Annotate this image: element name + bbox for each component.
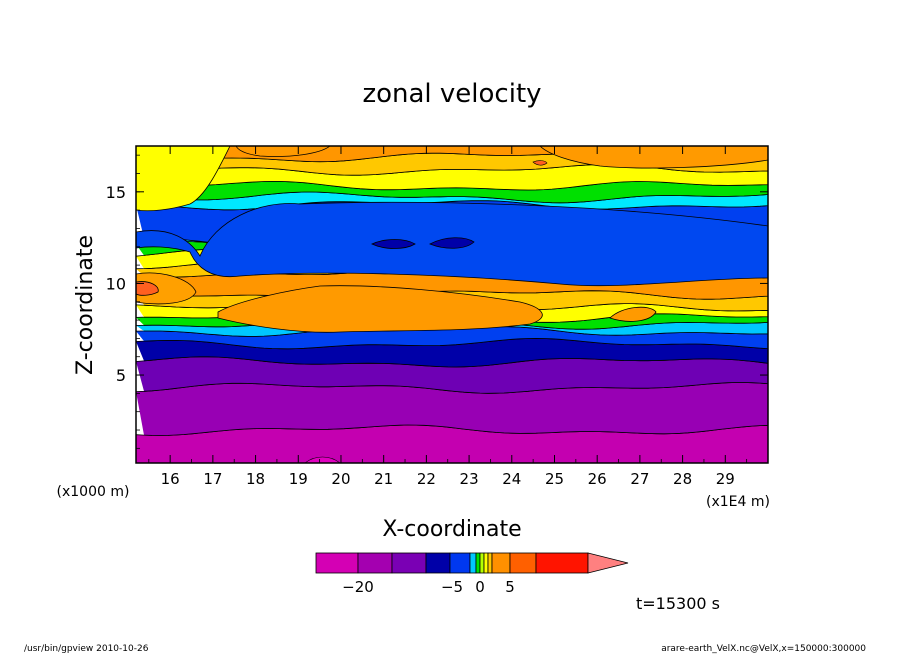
colorbar-segment	[425, 552, 451, 574]
colorbar	[315, 552, 629, 574]
y-tick-label: 10	[106, 274, 126, 293]
x-tick-label: 16	[161, 470, 180, 488]
colorbar-segment	[491, 552, 511, 574]
dark-blue-spot-1	[371, 239, 416, 249]
colorbar-tick-label: −20	[342, 578, 374, 596]
orange-patch-left	[136, 272, 197, 305]
dark-blue-spot-2	[429, 237, 475, 249]
colorbar-tick-labels: −20 −5 0 5	[342, 578, 515, 596]
x-tick-label: 20	[331, 470, 350, 488]
colorbar-segment	[483, 552, 489, 574]
orange-core	[217, 285, 543, 333]
x-tick-label: 28	[673, 470, 692, 488]
y-tick-label: 5	[116, 366, 126, 385]
colorbar-segment	[487, 552, 493, 574]
colorbar-segment	[391, 552, 427, 574]
colorbar-segment	[315, 552, 359, 574]
colorbar-segment	[535, 552, 589, 574]
x-tick-label: 21	[374, 470, 393, 488]
x-tick-label: 22	[417, 470, 436, 488]
orange-patch-right	[609, 306, 657, 322]
red-patch-left	[136, 281, 159, 296]
colorbar-segment	[475, 552, 481, 574]
x-unit-note: (x1E4 m)	[706, 494, 770, 510]
colorbar-segment	[469, 552, 477, 574]
x-axis-ticks: 16 17 18 19 20 21 22 23 24 25 26 27 28 29	[148, 146, 748, 488]
yellow-top-left	[136, 146, 231, 212]
colorbar-segment	[479, 552, 485, 574]
x-tick-label: 26	[588, 470, 607, 488]
colorbar-tick-label: 5	[505, 578, 515, 596]
colorbar-segment	[449, 552, 471, 574]
colorbar-segment	[357, 552, 393, 574]
colorbar-segment	[509, 552, 537, 574]
x-tick-label: 27	[630, 470, 649, 488]
x-tick-label: 23	[460, 470, 479, 488]
time-annotation: t=15300 s	[636, 594, 720, 613]
x-tick-label: 19	[289, 470, 308, 488]
x-tick-label: 25	[545, 470, 564, 488]
x-tick-label: 24	[502, 470, 521, 488]
orange-spot-top	[532, 160, 548, 166]
x-tick-label: 17	[203, 470, 222, 488]
contour-patches	[136, 146, 768, 463]
y-axis-ticks: 5 10 15	[106, 154, 768, 449]
colorbar-arrow	[587, 552, 629, 574]
chart-title: zonal velocity	[362, 79, 541, 109]
plot-frame	[135, 145, 769, 464]
y-unit-note: (x1000 m)	[57, 484, 130, 500]
y-tick-label: 15	[106, 183, 126, 202]
x-tick-label: 18	[246, 470, 265, 488]
footer-right: arare-earth_VelX.nc@VelX,x=150000:300000	[661, 644, 866, 654]
orange-top-left	[235, 146, 331, 157]
y-axis-label: Z-coordinate	[73, 235, 98, 375]
x-tick-label: 29	[716, 470, 735, 488]
colorbar-tick-label: −5	[441, 578, 463, 596]
plot-area: 16 17 18 19 20 21 22 23 24 25 26 27 28 29 5 10 15	[106, 145, 769, 488]
colorbar-tick-label: 0	[475, 578, 485, 596]
x-axis-label: X-coordinate	[382, 517, 521, 542]
footer-left: /usr/bin/gpview 2010-10-26	[24, 644, 149, 654]
